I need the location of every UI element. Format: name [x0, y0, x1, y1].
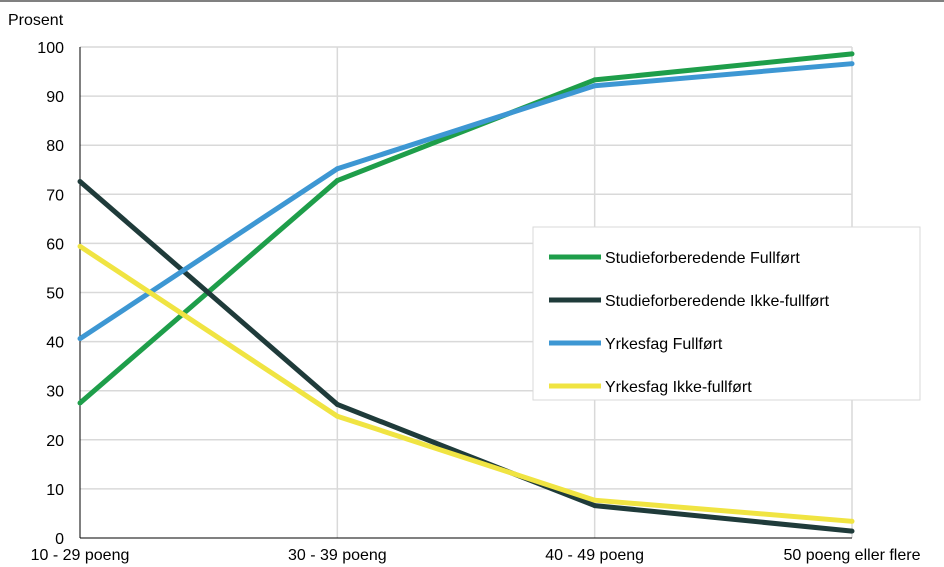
data-point — [849, 51, 855, 57]
series-line-2 — [78, 61, 853, 341]
y-tick-label: 50 — [46, 286, 64, 303]
y-tick-label: 40 — [46, 335, 64, 352]
data-point — [77, 179, 83, 185]
y-tick-label: 0 — [55, 531, 64, 548]
data-point — [334, 178, 340, 184]
data-point — [77, 243, 83, 249]
data-point — [592, 83, 598, 89]
series-line-1 — [78, 179, 853, 534]
axes: 0 10 20 30 40 50 60 70 80 90 100 10 - 29 poeng 30 - … — [31, 40, 921, 564]
data-point — [334, 401, 340, 407]
x-tick-label: 50 poeng eller flere — [784, 547, 921, 564]
data-point — [334, 166, 340, 172]
y-tick-label: 90 — [46, 89, 64, 106]
y-tick-label: 80 — [46, 138, 64, 155]
legend-label: Studieforberedende Fullført — [605, 250, 800, 267]
data-point — [592, 503, 598, 509]
x-tick-label: 10 - 29 poeng — [31, 547, 130, 564]
data-point — [849, 518, 855, 524]
data-point — [334, 413, 340, 419]
data-point — [849, 528, 855, 534]
y-tick-label: 20 — [46, 433, 64, 450]
legend-label: Yrkesfag Fullført — [605, 336, 723, 353]
data-point — [77, 400, 83, 406]
data-point — [592, 77, 598, 83]
legend-label: Studieforberedende Ikke-fullført — [605, 293, 830, 310]
series-lines — [77, 51, 855, 534]
data-point — [849, 61, 855, 67]
legend: Studieforberedende Fullført Studieforbere… — [532, 226, 921, 401]
y-tick-label: 70 — [46, 187, 64, 204]
series-line-3 — [78, 244, 853, 524]
x-tick-label: 40 - 49 poeng — [545, 547, 644, 564]
y-tick-label: 10 — [46, 482, 64, 499]
y-axis-label: Prosent — [8, 12, 64, 29]
data-point — [592, 497, 598, 503]
y-tick-label: 30 — [46, 384, 64, 401]
y-tick-label: 60 — [46, 236, 64, 253]
legend-label: Yrkesfag Ikke-fullført — [605, 379, 752, 396]
data-point — [77, 336, 83, 342]
y-tick-label: 100 — [37, 40, 64, 57]
x-tick-label: 30 - 39 poeng — [288, 547, 387, 564]
